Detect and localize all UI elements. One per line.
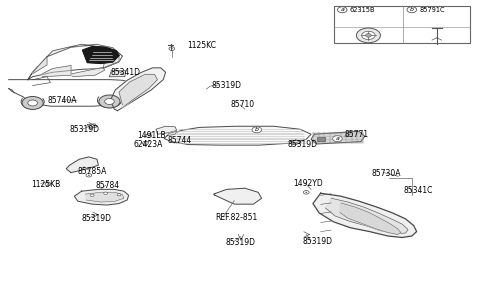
Text: b: b — [410, 7, 414, 12]
Circle shape — [169, 47, 175, 50]
Text: REF.82-851: REF.82-851 — [215, 213, 257, 222]
Polygon shape — [119, 74, 157, 108]
Polygon shape — [42, 65, 71, 77]
Text: 85341D: 85341D — [110, 68, 140, 77]
Polygon shape — [340, 203, 401, 235]
Circle shape — [361, 31, 375, 40]
Text: a: a — [340, 7, 344, 12]
Text: 85710: 85710 — [230, 100, 254, 109]
Text: 1491LB: 1491LB — [137, 131, 166, 140]
Text: 1492YD: 1492YD — [293, 179, 323, 188]
Circle shape — [47, 183, 49, 185]
Polygon shape — [311, 131, 365, 144]
Text: 85784: 85784 — [96, 181, 120, 190]
Polygon shape — [109, 71, 126, 77]
Text: 85319D: 85319D — [226, 238, 255, 247]
Circle shape — [117, 194, 121, 196]
Text: 85319D: 85319D — [302, 237, 332, 246]
Circle shape — [252, 127, 262, 133]
Circle shape — [22, 96, 43, 109]
Text: 85319D: 85319D — [287, 140, 317, 149]
Circle shape — [143, 141, 148, 145]
Circle shape — [148, 135, 150, 136]
Polygon shape — [167, 131, 177, 136]
Text: 85319D: 85319D — [211, 81, 241, 90]
Polygon shape — [164, 126, 311, 145]
Polygon shape — [103, 47, 119, 68]
Text: 85730A: 85730A — [372, 169, 401, 178]
Polygon shape — [110, 68, 166, 111]
Polygon shape — [325, 198, 408, 234]
Text: 85319D: 85319D — [82, 214, 111, 223]
Text: 85785A: 85785A — [78, 167, 107, 176]
Bar — [317, 137, 325, 141]
Text: 85791C: 85791C — [420, 7, 445, 13]
Circle shape — [90, 194, 94, 196]
Polygon shape — [9, 80, 135, 106]
Text: b: b — [255, 127, 259, 132]
Polygon shape — [28, 45, 122, 80]
Text: 85341C: 85341C — [403, 186, 432, 195]
Polygon shape — [33, 57, 47, 74]
Text: 85771: 85771 — [345, 130, 369, 139]
Text: 62315B: 62315B — [350, 7, 375, 13]
Circle shape — [356, 28, 380, 43]
Circle shape — [171, 48, 173, 49]
Text: 85319D: 85319D — [70, 125, 100, 134]
Polygon shape — [47, 44, 119, 57]
Text: 1125KB: 1125KB — [31, 180, 60, 189]
Circle shape — [407, 7, 417, 13]
Polygon shape — [313, 193, 417, 237]
Polygon shape — [74, 189, 129, 205]
Circle shape — [144, 142, 146, 144]
Polygon shape — [87, 124, 97, 128]
Polygon shape — [85, 192, 124, 202]
Polygon shape — [66, 157, 98, 173]
Polygon shape — [290, 140, 300, 145]
Text: 85740A: 85740A — [48, 96, 77, 105]
Circle shape — [28, 100, 37, 106]
Circle shape — [86, 173, 92, 177]
Polygon shape — [83, 47, 119, 63]
Circle shape — [305, 192, 307, 193]
Circle shape — [104, 192, 108, 194]
Circle shape — [88, 175, 90, 176]
Text: 62423A: 62423A — [133, 140, 163, 149]
Circle shape — [337, 7, 347, 13]
Circle shape — [105, 99, 114, 104]
Circle shape — [303, 191, 309, 194]
Polygon shape — [214, 188, 262, 204]
Polygon shape — [156, 126, 177, 134]
Circle shape — [45, 182, 51, 186]
Circle shape — [99, 95, 120, 108]
Polygon shape — [72, 67, 105, 77]
Text: 1125KC: 1125KC — [187, 41, 216, 50]
Circle shape — [146, 134, 152, 137]
Circle shape — [333, 136, 342, 142]
Circle shape — [366, 34, 372, 37]
Text: 85744: 85744 — [167, 136, 192, 145]
Text: a: a — [336, 136, 339, 141]
Bar — [334, 6, 470, 43]
